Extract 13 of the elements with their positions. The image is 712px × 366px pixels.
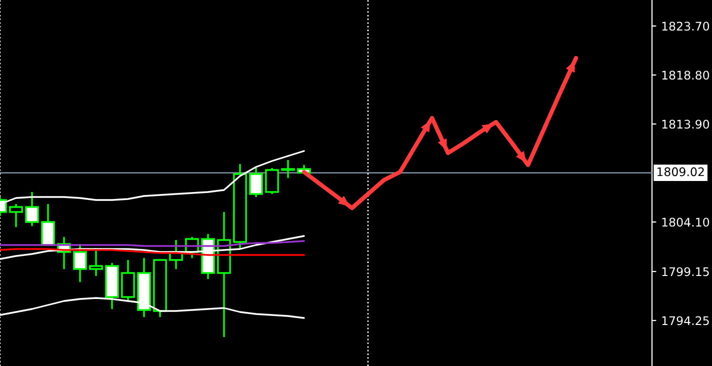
candlestick [9,203,23,228]
y-tick-label: 1794.25 [662,316,709,326]
candlestick [121,259,135,303]
candlestick [41,203,55,246]
y-tick-label: 1823.70 [662,22,710,31]
y-tick-label: 1818.80 [662,70,710,80]
y-tick-label: 1799.15 [662,267,709,276]
candlestick [281,159,295,179]
candlestick [265,167,279,195]
y-tick-label: 1804.10 [662,218,710,227]
candlestick [249,167,263,198]
y-tick-label: 1813.90 [662,120,710,129]
ref-line-label: 1809.02 [657,167,704,176]
